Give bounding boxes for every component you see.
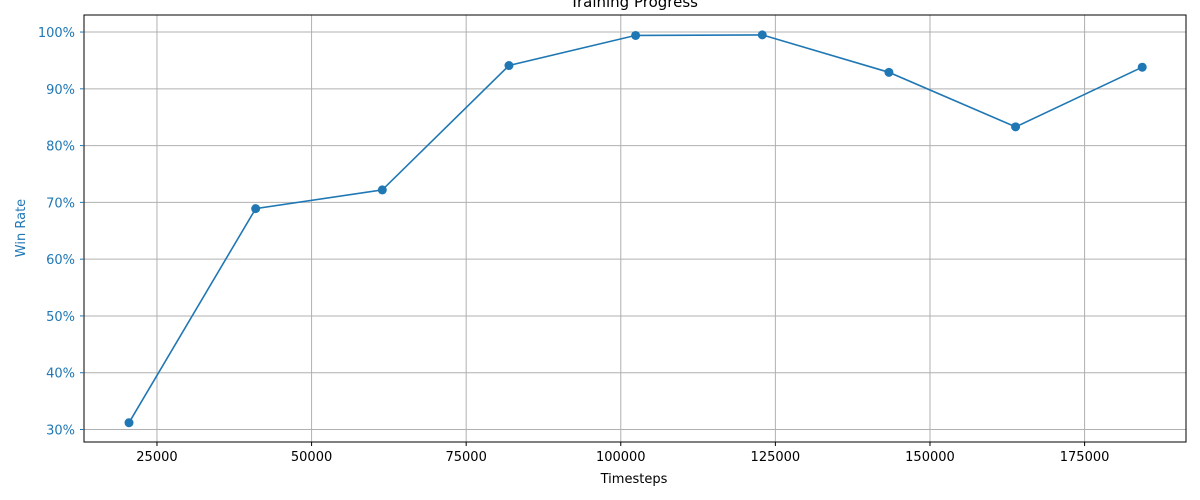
data-point [1137,62,1147,72]
data-point [251,204,261,214]
x-tick-label: 150000 [905,450,955,465]
data-point [757,30,767,40]
x-tick-label: 175000 [1060,450,1110,465]
data-point [124,418,134,428]
data-point [377,185,387,195]
x-tick-label: 100000 [596,450,646,465]
x-axis-ticks: 25000 50000 75000 100000 125000 150000 175000 [136,442,1109,465]
y-tick-label: 100% [38,26,75,41]
grid [84,15,1186,442]
series-layer [124,30,1147,428]
x-tick-label: 75000 [445,450,486,465]
y-axis-ticks: 30% 40% 50% 60% 70% 80% 90% 100% [38,26,84,439]
x-axis-label: Timesteps [600,472,668,487]
y-tick-label: 50% [46,310,75,325]
series-line [128,34,1143,424]
y-tick-label: 70% [46,196,75,211]
plot-frame [83,14,1187,443]
y-tick-label: 60% [46,253,75,268]
chart-title: Training Progress [569,0,698,11]
data-point [884,67,894,77]
data-point [1011,122,1021,132]
y-axis-label: Win Rate [14,199,29,257]
x-tick-label: 125000 [751,450,801,465]
data-point [631,30,641,40]
x-tick-label: 25000 [136,450,177,465]
x-tick-label: 50000 [291,450,332,465]
y-tick-label: 80% [46,140,75,155]
y-tick-label: 30% [46,424,75,439]
y-tick-label: 90% [46,83,75,98]
y-tick-label: 40% [46,367,75,382]
data-point [504,61,514,71]
